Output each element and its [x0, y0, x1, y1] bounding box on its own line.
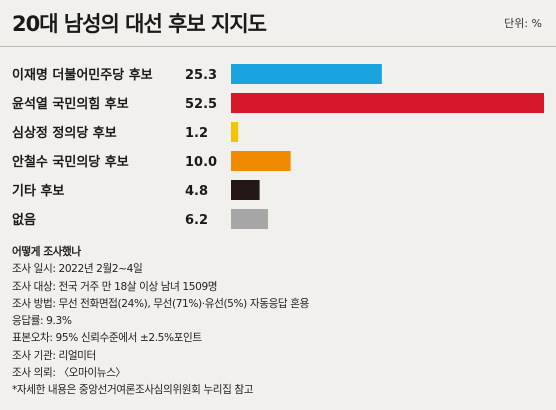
value-label: 1.2: [185, 126, 208, 141]
bar: [231, 209, 268, 229]
note-line: 표본오차: 95% 신뢰수준에서 ±2.5%포인트: [12, 332, 202, 345]
bar: [231, 93, 544, 113]
category-label: 없음: [12, 212, 36, 228]
category-label: 기타 후보: [12, 183, 64, 199]
category-label: 안철수 국민의당 후보: [12, 154, 129, 170]
note-line: 조사 일시: 2022년 2월2~4일: [12, 263, 143, 276]
survey-notes: 어떻게 조사했나 조사 일시: 2022년 2월2~4일 조사 대상: 전국 거…: [12, 244, 309, 400]
value-label: 6.2: [185, 213, 208, 228]
note-line: *자세한 내용은 중앙선거여론조사심의위원회 누리집 참고: [12, 384, 254, 397]
note-line: 조사 대상: 전국 거주 만 18살 이상 남녀 1509명: [12, 280, 218, 293]
bar: [231, 151, 291, 171]
category-label: 심상정 정의당 후보: [12, 125, 117, 141]
value-label: 10.0: [185, 155, 217, 170]
chart-title: 20대 남성의 대선 후보 지지도: [12, 12, 267, 36]
category-label: 윤석열 국민의힘 후보: [12, 96, 129, 112]
title-divider: [0, 46, 556, 47]
note-line: 응답률: 9.3%: [12, 315, 72, 328]
note-line: 조사 의뢰: 〈오마이뉴스〉: [12, 367, 126, 380]
category-label: 이재명 더불어민주당 후보: [12, 67, 153, 83]
note-line: 조사 방법: 무선 전화면접(24%), 무선(71%)·유선(5%) 자동응답…: [12, 297, 309, 310]
value-label: 52.5: [185, 97, 217, 112]
note-line: 조사 기관: 리얼미터: [12, 349, 96, 362]
unit-label: 단위: %: [504, 17, 542, 30]
bar: [231, 122, 239, 142]
bar-chart: 이재명 더불어민주당 후보 25.3 윤석열 국민의힘 후보 52.5 심상정 정의당 …: [12, 64, 544, 229]
bar: [231, 180, 260, 200]
value-label: 4.8: [185, 184, 208, 199]
value-label: 25.3: [185, 68, 217, 83]
bar: [231, 64, 382, 84]
notes-heading: 어떻게 조사했나: [12, 246, 81, 258]
